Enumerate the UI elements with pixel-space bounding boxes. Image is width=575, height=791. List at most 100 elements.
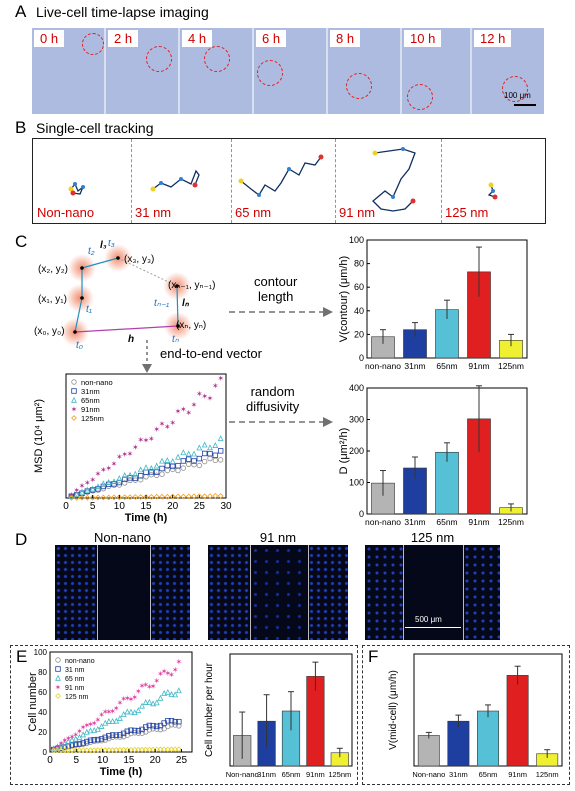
y-tick-label: 80 [38, 668, 47, 677]
micrograph-non-nano [55, 545, 190, 640]
data-point [121, 480, 128, 486]
data-point [98, 736, 105, 742]
data-point [62, 744, 68, 750]
data-point [212, 452, 219, 459]
data-point [55, 674, 61, 681]
data-point [106, 747, 112, 753]
time-label: 4 h [182, 30, 213, 47]
y-tick-label: 80 [354, 259, 364, 269]
data-point [169, 493, 176, 500]
data-point [61, 747, 68, 754]
category-label: 31nm [257, 770, 276, 779]
data-point [207, 493, 213, 499]
data-point [105, 494, 112, 501]
data-point: ✶ [196, 390, 203, 399]
segment-l3: l₃ [100, 240, 107, 251]
data-point [153, 472, 160, 479]
micro-scale-bar [405, 627, 461, 628]
data-point [164, 462, 171, 469]
data-point [95, 483, 101, 490]
data-point [196, 493, 203, 500]
data-point [124, 708, 131, 715]
data-point: ✶ [164, 422, 171, 431]
micrograph-91nm [208, 545, 348, 640]
y-axis-label: Cell number [28, 672, 39, 732]
data-point: ✶ [168, 670, 175, 679]
timelapse-frame: 12 h 100 μm [472, 28, 544, 114]
time-label: 0 h [34, 30, 65, 47]
cell-marker [146, 46, 172, 72]
data-point [185, 450, 192, 457]
data-point [94, 725, 101, 732]
data-point [137, 466, 144, 473]
data-point [154, 723, 160, 730]
data-point [135, 746, 142, 753]
y-axis-label: V(contour) (μm/h) [338, 256, 350, 342]
data-point [102, 747, 109, 753]
data-point [217, 457, 224, 463]
data-point [91, 737, 97, 743]
trajectory-diagram: (x₂, y₂) (x₃, y₃) (x₁, y₁) (x₀, y₀) (xₙ₋… [34, 240, 216, 351]
data-point [159, 457, 165, 464]
time-label: 6 h [256, 30, 287, 47]
data-point [98, 723, 105, 729]
data-point [139, 702, 145, 709]
data-point: ✶ [95, 715, 102, 724]
data-point: ✶ [185, 409, 192, 418]
data-point [94, 747, 101, 753]
category-label: 31nm [404, 517, 425, 527]
y-tick-label: 400 [349, 383, 364, 393]
y-tick-label: 200 [349, 446, 364, 456]
time-t2: t₂ [88, 246, 95, 257]
panel-a-letter: A [15, 2, 27, 21]
cell-marker [204, 46, 230, 72]
data-point [111, 494, 117, 501]
data-point [180, 465, 187, 471]
data-point [76, 741, 83, 747]
data-point: ✶ [161, 667, 168, 676]
category-label: 65nm [479, 770, 498, 779]
data-point [165, 718, 171, 724]
time-label: 12 h [474, 30, 512, 47]
y-axis-label: D (μm²/h) [338, 428, 350, 475]
data-point [80, 747, 86, 754]
data-point [157, 694, 164, 701]
data-point [159, 493, 165, 500]
data-point [175, 687, 182, 694]
legend-label: 31nm [81, 387, 100, 396]
data-point: ✶ [95, 470, 102, 479]
data-point: ✶ [143, 436, 150, 445]
cell-marker [82, 33, 104, 55]
data-point [191, 493, 197, 500]
data-point [148, 472, 155, 478]
data-point: ✶ [131, 693, 138, 702]
data-point: ✶ [89, 475, 96, 484]
data-point [137, 473, 144, 479]
x-tick-label: 0 [47, 755, 53, 766]
data-point: ✶ [113, 704, 120, 713]
data-point [76, 747, 83, 754]
y-tick-label: 40 [38, 708, 47, 717]
trajectory-65nm [240, 156, 322, 196]
data-point [89, 494, 96, 501]
data-point [79, 494, 85, 501]
tracking-divider [231, 139, 232, 223]
time-t0: t₀ [76, 340, 83, 351]
panel-e-letter: E [14, 647, 30, 667]
data-point: ✶ [127, 450, 134, 459]
data-point [154, 726, 160, 732]
panel-f-box [362, 645, 570, 785]
data-point [150, 722, 156, 729]
data-point [146, 698, 153, 705]
timelapse-frame: 0 h [32, 28, 104, 114]
x-tick-label: 5 [90, 501, 96, 512]
x-tick-label: 0 [63, 501, 69, 512]
data-point [95, 736, 101, 743]
data-point [217, 493, 224, 499]
y-tick-label: 100 [34, 648, 48, 657]
data-point [180, 449, 187, 456]
category-label: 65nm [282, 770, 301, 779]
data-point: ✶ [58, 739, 65, 748]
data-point: ✶ [212, 382, 219, 391]
